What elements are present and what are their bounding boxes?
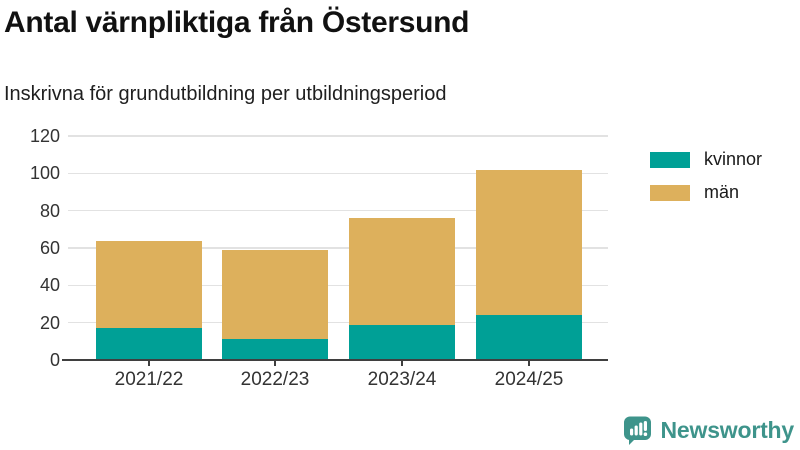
chart-subtitle: Inskrivna för grundutbildning per utbild…	[4, 83, 447, 105]
y-tick-label-40: 40	[39, 275, 60, 296]
legend-label: kvinnor	[704, 149, 763, 169]
bar-segment-kvinnor-2022/23	[222, 339, 328, 360]
gridline-80	[68, 209, 608, 212]
newsworthy-speech-bubble-chart-icon	[622, 415, 653, 446]
x-tick-label-2021/22: 2021/22	[114, 369, 184, 390]
x-axis-line	[62, 358, 608, 361]
x-tick-2023/24	[401, 361, 403, 366]
legend-label: män	[704, 182, 740, 202]
legend-item-kvinnor: kvinnor	[650, 149, 762, 170]
x-tick-2021/22	[148, 361, 150, 366]
chart-title: Antal värnpliktiga från Östersund	[4, 6, 470, 39]
newsworthy-logo: Newsworthy	[622, 415, 794, 446]
bar-segment-kvinnor-2023/24	[349, 324, 455, 360]
bar-segment-män-2024/25	[476, 169, 582, 316]
y-tick-label-80: 80	[39, 200, 60, 221]
legend-swatch-kvinnor	[650, 151, 690, 168]
y-tick-label-60: 60	[39, 238, 60, 258]
x-tick-2024/25	[528, 361, 530, 366]
gridline-40	[68, 284, 608, 287]
bar-segment-kvinnor-2024/25	[476, 315, 582, 360]
y-tick-label-0: 0	[49, 350, 60, 370]
gridline-20	[68, 321, 608, 324]
gridline-100	[68, 172, 608, 175]
y-axis-labels: 0 20 40 60 80 100 120	[8, 126, 60, 370]
bar-segment-män-2023/24	[349, 218, 455, 325]
legend-swatch-man	[650, 184, 690, 201]
bar-segment-kvinnor-2021/22	[96, 328, 202, 360]
plot-area	[68, 135, 608, 360]
y-tick-label-120: 120	[29, 126, 60, 146]
y-tick-label-100: 100	[29, 163, 60, 184]
x-tick-label-2023/24: 2023/24	[367, 369, 437, 390]
x-tick-label-2022/23: 2022/23	[240, 369, 310, 390]
gridline-60	[68, 247, 608, 249]
gridline-120	[68, 135, 608, 137]
x-tick-2022/23	[274, 361, 276, 366]
legend: kvinnor män	[650, 149, 762, 215]
bar-segment-män-2021/22	[96, 240, 202, 329]
bar-segment-män-2022/23	[222, 249, 328, 340]
legend-item-man: män	[650, 182, 762, 203]
newsworthy-wordmark: Newsworthy	[660, 417, 795, 443]
x-tick-label-2024/25: 2024/25	[494, 369, 564, 390]
y-tick-label-20: 20	[39, 312, 60, 333]
